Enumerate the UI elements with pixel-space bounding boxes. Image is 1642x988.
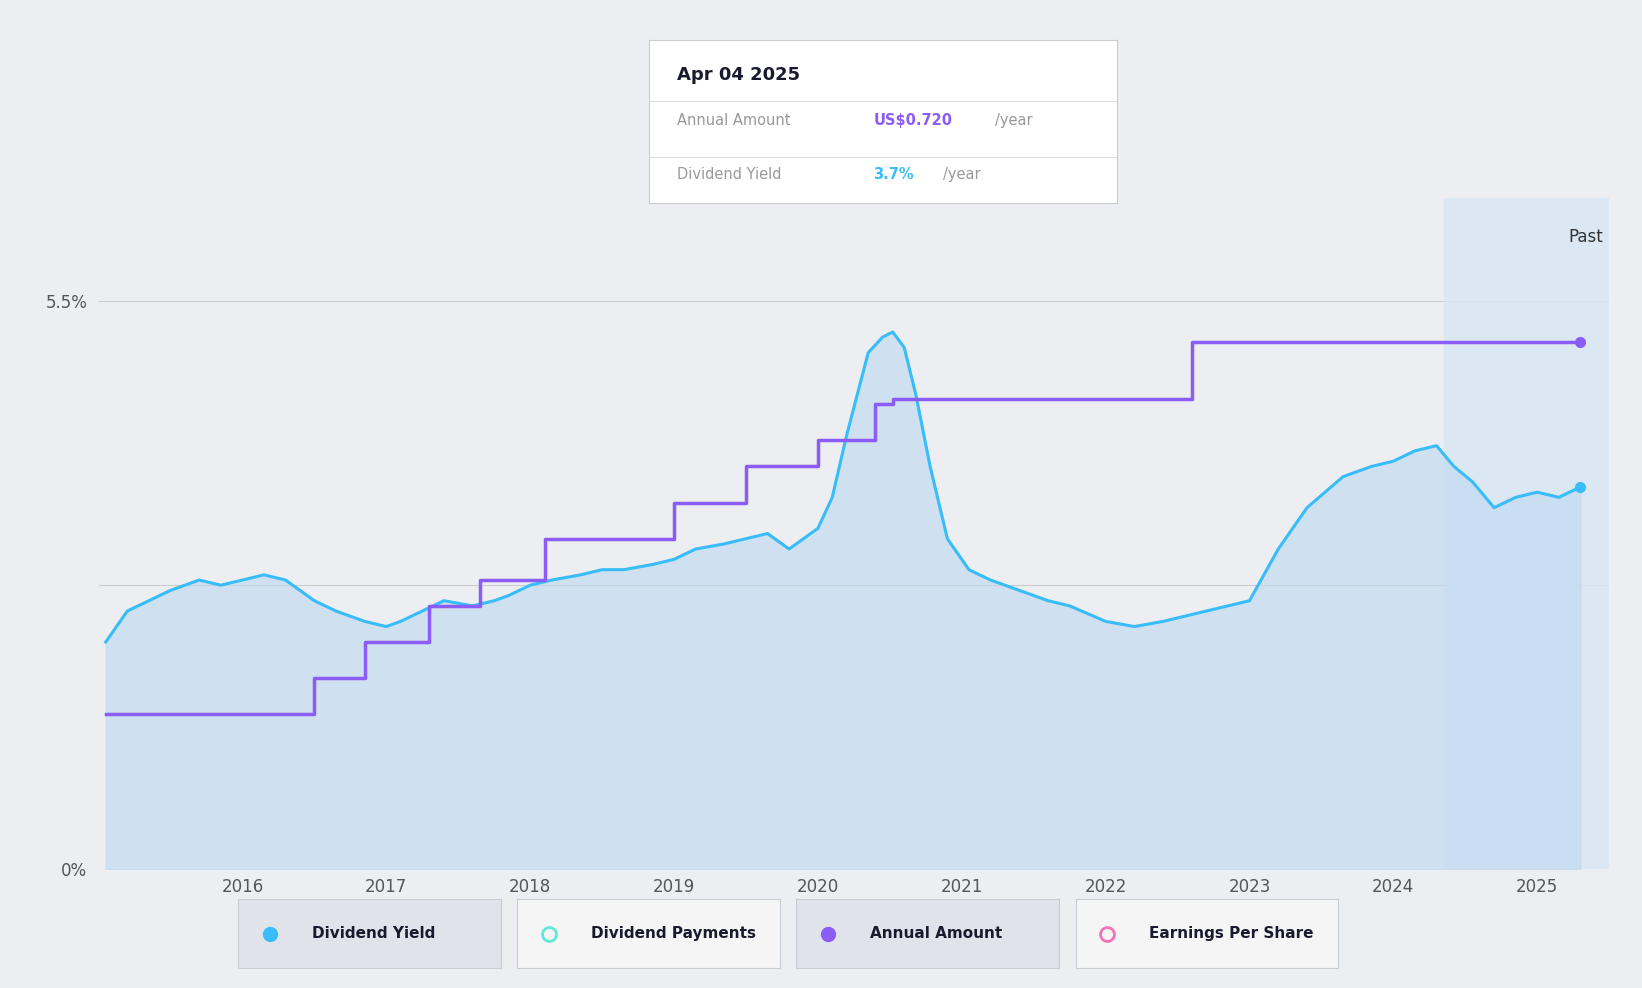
Text: /year: /year xyxy=(944,167,980,182)
Text: Past: Past xyxy=(1568,228,1603,246)
Text: Dividend Yield: Dividend Yield xyxy=(677,167,782,182)
Text: Annual Amount: Annual Amount xyxy=(870,926,1002,942)
Text: US$0.720: US$0.720 xyxy=(874,113,952,127)
Text: Dividend Payments: Dividend Payments xyxy=(591,926,755,942)
Text: 3.7%: 3.7% xyxy=(874,167,915,182)
Text: Dividend Yield: Dividend Yield xyxy=(312,926,435,942)
Bar xyxy=(1443,198,1609,869)
Text: Annual Amount: Annual Amount xyxy=(677,113,790,127)
Text: Earnings Per Share: Earnings Per Share xyxy=(1149,926,1314,942)
Text: /year: /year xyxy=(995,113,1033,127)
Text: Apr 04 2025: Apr 04 2025 xyxy=(677,65,800,84)
